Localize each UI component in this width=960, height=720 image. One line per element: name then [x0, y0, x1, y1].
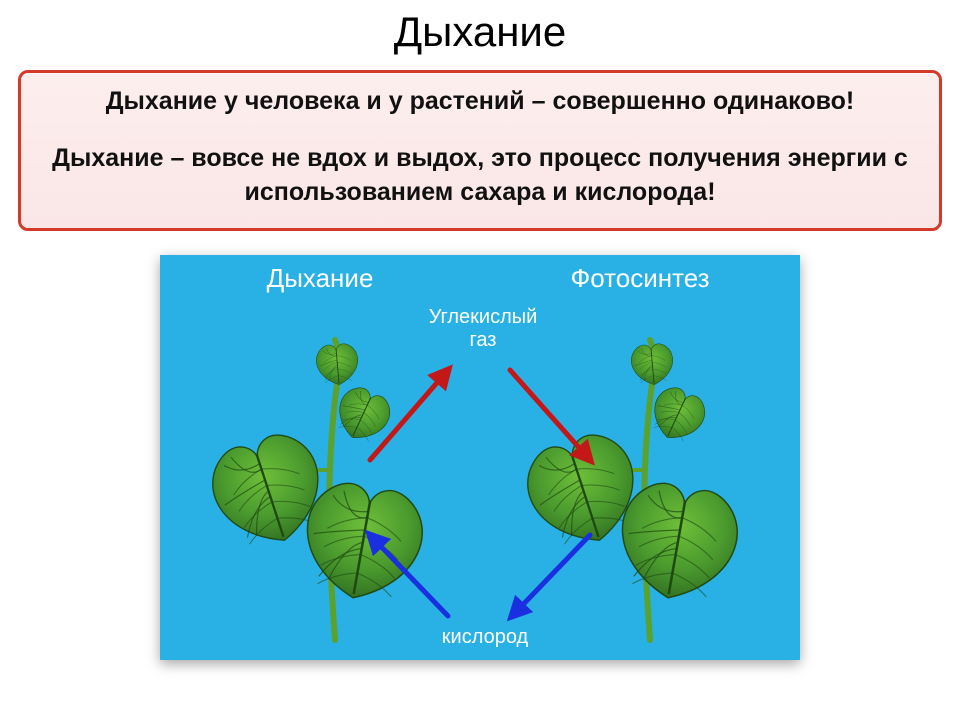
label-oxygen: кислород	[430, 626, 540, 649]
definition-line-1: Дыхание у человека и у растений – соверш…	[43, 87, 917, 116]
definition-line-2: Дыхание – вовсе не вдох и выдох, это про…	[43, 142, 917, 210]
label-co2: Углекислый газ	[413, 306, 553, 352]
diagram-svg	[160, 300, 800, 660]
diagram-body: Углекислый газ кислород	[160, 300, 800, 660]
definition-box: Дыхание у человека и у растений – соверш…	[18, 70, 942, 231]
header-respiration: Дыхание	[160, 255, 480, 300]
diagram: Дыхание Фотосинтез Углекислый газ кислор…	[160, 255, 800, 660]
page-title: Дыхание	[0, 0, 960, 70]
diagram-header: Дыхание Фотосинтез	[160, 255, 800, 300]
header-photosynthesis: Фотосинтез	[480, 255, 800, 300]
